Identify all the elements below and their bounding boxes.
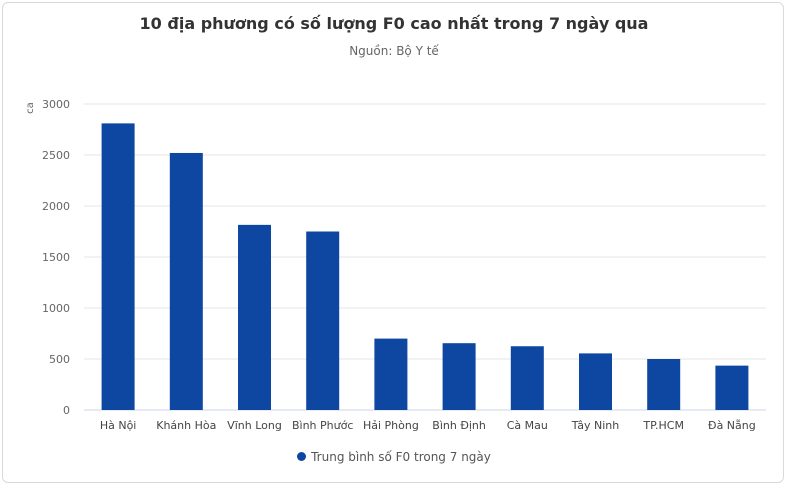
chart-subtitle: Nguồn: Bộ Y tế [349,44,439,58]
x-tick-label: TP.HCM [642,419,684,432]
legend-marker [297,452,307,461]
bar[interactable] [374,338,408,410]
x-tick-label: Bình Định [432,419,486,432]
y-tick-label: 2000 [42,200,70,213]
y-tick-label: 1000 [42,302,70,315]
x-tick-label: Bình Phước [292,419,353,432]
x-tick-label: Đà Nẵng [708,419,756,432]
legend[interactable]: Trung bình số F0 trong 7 ngày [0,450,788,464]
y-tick-label: 2500 [42,149,70,162]
x-tick-label: Hải Phòng [363,419,419,432]
legend-label: Trung bình số F0 trong 7 ngày [311,450,491,464]
bars [101,123,749,411]
bar[interactable] [169,152,203,410]
y-axis-label: ca [25,102,36,114]
bar[interactable] [715,365,749,410]
chart-title: 10 địa phương có số lượng F0 cao nhất tr… [139,14,649,33]
bar[interactable] [510,346,544,410]
bar[interactable] [306,231,340,411]
bar[interactable] [579,353,612,410]
y-tick-label: 3000 [42,98,70,111]
y-tick-label: 0 [63,404,70,417]
bar[interactable] [442,343,476,410]
y-tick-label: 1500 [42,251,70,264]
x-tick-label: Vĩnh Long [227,419,282,432]
x-tick-label: Khánh Hòa [156,419,216,432]
x-tick-label: Hà Nội [100,419,137,432]
y-tick-label: 500 [49,353,70,366]
x-axis-ticks: Hà Nội Khánh Hòa Vĩnh Long Bình Phước Hải Ph… [100,419,756,432]
bar[interactable] [647,359,681,410]
y-axis-ticks: 0 500 1000 1500 2000 2500 3000 [42,98,70,417]
bar[interactable] [238,224,271,410]
bar[interactable] [101,123,135,410]
x-tick-label: Tây Ninh [571,419,619,432]
x-tick-label: Cà Mau [507,419,548,432]
